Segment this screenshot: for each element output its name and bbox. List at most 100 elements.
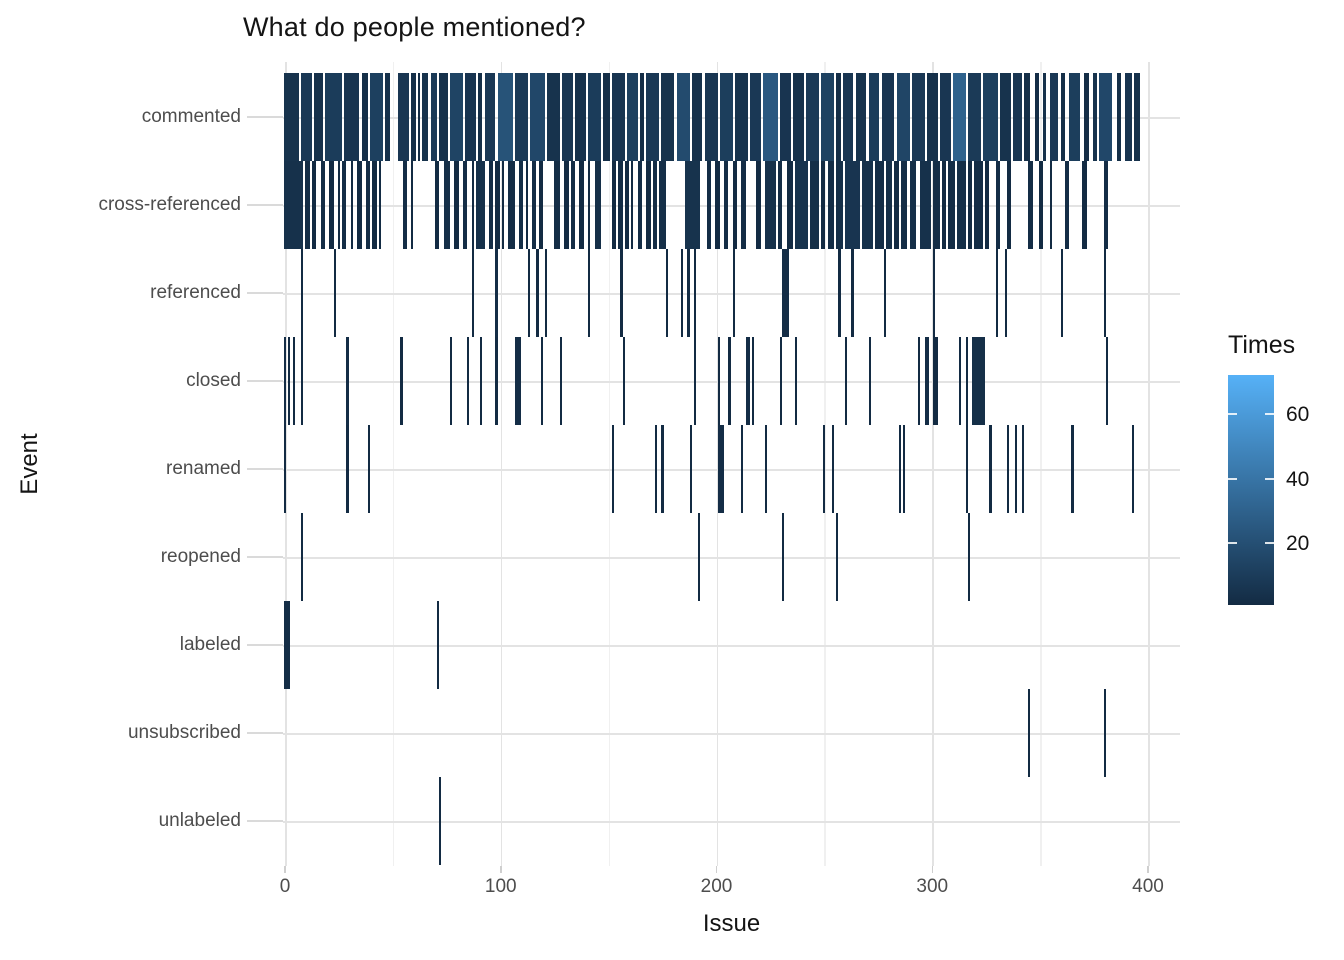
tile-commented <box>626 73 638 161</box>
tile-commented <box>344 73 360 161</box>
tile-renamed <box>831 425 835 513</box>
tile-cross-referenced <box>488 161 494 249</box>
tile-cross-referenced <box>588 161 591 249</box>
tile-closed <box>924 337 929 425</box>
tile-cross-referenced <box>1064 161 1070 249</box>
tile-cross-referenced <box>810 161 819 249</box>
tile-cross-referenced <box>564 161 569 249</box>
tile-commented <box>324 73 343 161</box>
gridline-vertical <box>1040 62 1042 866</box>
tile-commented <box>529 73 545 161</box>
tile-cross-referenced <box>350 161 353 249</box>
tile-cross-referenced <box>1049 161 1052 249</box>
tile-cross-referenced <box>706 161 712 249</box>
tile-cross-referenced <box>646 161 651 249</box>
tile-cross-referenced <box>495 161 500 249</box>
tile-commented <box>793 73 804 161</box>
tile-closed <box>1105 337 1109 425</box>
tile-renamed <box>1131 425 1134 513</box>
tile-cross-referenced <box>844 161 860 249</box>
tile-renamed <box>283 425 287 513</box>
tile-cross-referenced <box>611 161 617 249</box>
tile-closed <box>540 337 543 425</box>
tile-commented <box>719 73 733 161</box>
tile-commented <box>314 73 323 161</box>
tile-cross-referenced <box>786 161 794 249</box>
tile-commented <box>1000 73 1011 161</box>
tile-commented <box>762 73 778 161</box>
tile-cross-referenced <box>715 161 720 249</box>
tile-commented <box>562 73 574 161</box>
tile-commented <box>691 73 703 161</box>
tile-cross-referenced <box>741 161 746 249</box>
tile-referenced <box>301 249 304 337</box>
tile-cross-referenced <box>894 161 899 249</box>
tile-renamed <box>689 425 692 513</box>
tile-referenced <box>995 249 999 337</box>
tile-closed <box>622 337 625 425</box>
tile-commented <box>676 73 690 161</box>
tile-cross-referenced <box>475 161 485 249</box>
tile-closed <box>752 337 755 425</box>
tile-cross-referenced <box>434 161 440 249</box>
gridline-vertical <box>716 62 718 866</box>
plot-panel <box>283 62 1180 866</box>
tile-referenced <box>333 249 336 337</box>
tile-referenced <box>883 249 886 337</box>
legend-tick-label: 40 <box>1286 467 1310 491</box>
tile-referenced <box>665 249 668 337</box>
tile-commented <box>842 73 854 161</box>
tile-renamed <box>741 425 744 513</box>
gridline-horizontal <box>283 557 1180 559</box>
tile-referenced <box>782 249 789 337</box>
x-axis-tick <box>284 866 286 873</box>
tile-commented <box>1034 73 1040 161</box>
tile-cross-referenced <box>471 161 474 249</box>
tile-cross-referenced <box>933 161 940 249</box>
tile-cross-referenced <box>311 161 317 249</box>
y-axis-label: closed <box>186 370 241 391</box>
gridline-vertical <box>932 62 934 866</box>
tile-cross-referenced <box>1028 161 1033 249</box>
tile-reopened <box>698 513 701 601</box>
tile-labeled <box>437 601 440 689</box>
tile-cross-referenced <box>637 161 643 249</box>
tile-commented <box>611 73 625 161</box>
y-axis-tick <box>247 644 283 646</box>
y-axis-tick <box>247 556 283 558</box>
y-axis-label: labeled <box>179 634 241 655</box>
y-axis-label: commented <box>141 106 241 127</box>
tile-cross-referenced <box>411 161 414 249</box>
y-axis-label: renamed <box>166 458 241 479</box>
tile-commented <box>439 73 448 161</box>
tile-closed <box>780 337 783 425</box>
tile-closed <box>514 337 522 425</box>
tile-cross-referenced <box>342 161 347 249</box>
plot-title: What do people mentioned? <box>243 12 586 42</box>
tile-cross-referenced <box>519 161 524 249</box>
tile-reopened <box>301 513 304 601</box>
tile-commented <box>855 73 867 161</box>
x-axis-tick <box>1147 866 1149 873</box>
gridline-horizontal <box>283 469 1180 471</box>
tile-renamed <box>661 425 664 513</box>
tile-commented <box>283 73 299 161</box>
tile-cross-referenced <box>941 161 947 249</box>
tile-commented <box>588 73 602 161</box>
tile-referenced <box>687 249 690 337</box>
tile-cross-referenced <box>508 161 515 249</box>
tile-cross-referenced <box>501 161 504 249</box>
tile-cross-referenced <box>337 161 340 249</box>
tile-referenced <box>732 249 735 337</box>
tile-cross-referenced <box>685 161 701 249</box>
tile-cross-referenced <box>624 161 630 249</box>
tile-commented <box>370 73 384 161</box>
tile-renamed <box>655 425 658 513</box>
tile-cross-referenced <box>795 161 809 249</box>
tile-cross-referenced <box>821 161 826 249</box>
tile-cross-referenced <box>659 161 666 249</box>
tile-closed <box>745 337 750 425</box>
y-axis-tick <box>247 116 283 118</box>
tile-cross-referenced <box>1082 161 1087 249</box>
y-axis-tick <box>247 732 283 734</box>
